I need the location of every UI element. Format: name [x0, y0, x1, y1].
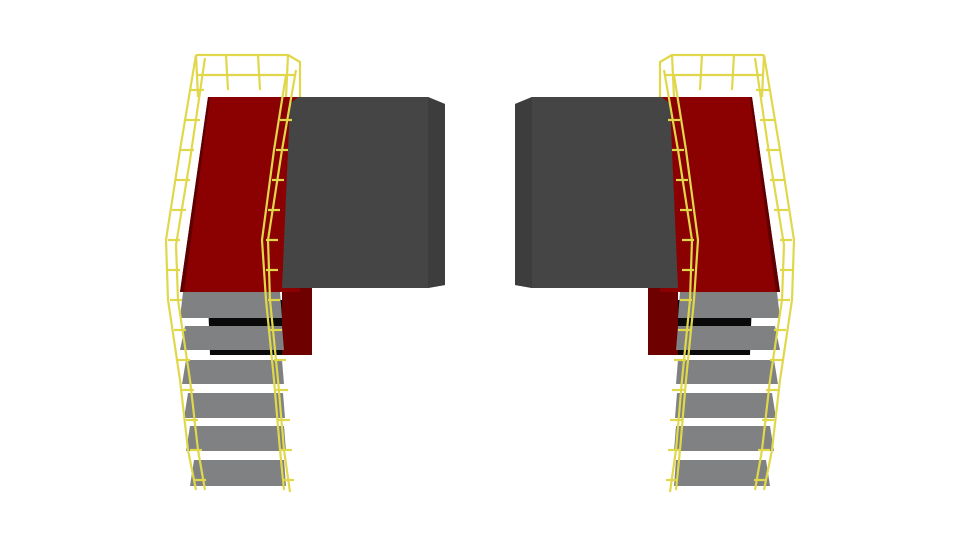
left-step-1 — [180, 292, 282, 318]
right-stair-platform — [515, 53, 796, 493]
right-railing — [658, 53, 796, 493]
right-step-1 — [678, 292, 780, 318]
right-step-2 — [676, 326, 780, 350]
right-step-3 — [676, 360, 778, 384]
left-step-5 — [186, 426, 286, 451]
left-deck-edge — [428, 97, 445, 288]
right-platform-red-block — [660, 97, 780, 292]
right-deck — [515, 97, 678, 288]
left-steps — [180, 292, 286, 486]
left-stair-platform — [164, 53, 445, 493]
left-step-2 — [180, 326, 284, 350]
left-deck — [282, 97, 445, 288]
right-platform-red-side — [750, 97, 780, 292]
left-railing — [164, 53, 302, 493]
left-platform-red-side — [180, 97, 210, 292]
left-step-4 — [184, 393, 285, 418]
right-deck-edge — [515, 97, 532, 288]
left-platform-red-block — [180, 97, 300, 292]
left-step-6 — [190, 460, 286, 486]
right-step-4 — [675, 393, 776, 418]
right-steps — [674, 292, 780, 486]
right-step-6 — [674, 460, 770, 486]
right-step-5 — [674, 426, 774, 451]
left-step-3 — [182, 360, 284, 384]
